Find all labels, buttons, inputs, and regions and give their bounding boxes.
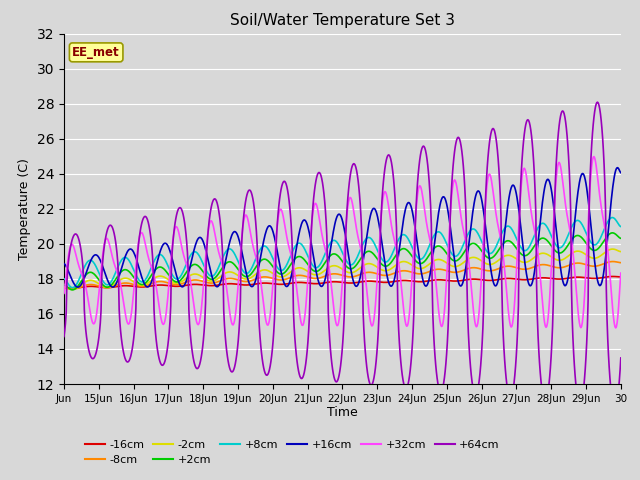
Legend: -16cm, -8cm, -2cm, +2cm, +8cm, +16cm, +32cm, +64cm: -16cm, -8cm, -2cm, +2cm, +8cm, +16cm, +3… [81,435,504,469]
Text: EE_met: EE_met [72,46,120,59]
Title: Soil/Water Temperature Set 3: Soil/Water Temperature Set 3 [230,13,455,28]
Y-axis label: Temperature (C): Temperature (C) [18,158,31,260]
X-axis label: Time: Time [327,407,358,420]
